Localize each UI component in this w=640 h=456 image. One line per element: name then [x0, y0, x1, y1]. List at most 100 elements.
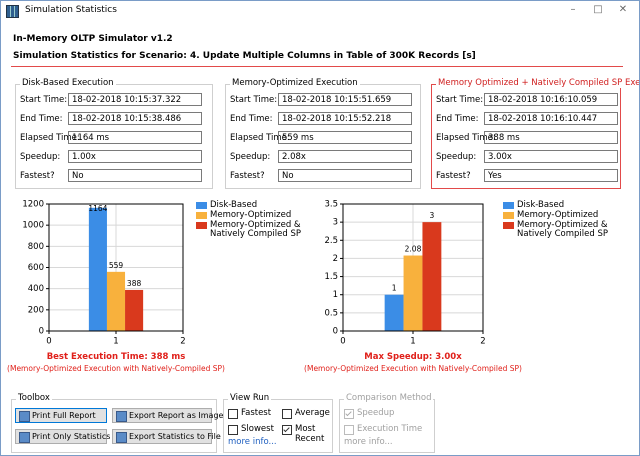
field-label: Start Time: — [20, 95, 68, 105]
legend-label: Disk-Based — [517, 200, 565, 210]
group-title: View Run — [228, 393, 272, 403]
bar — [106, 271, 126, 331]
button[interactable]: Export Statistics to File — [112, 429, 221, 444]
maximize-button[interactable]: □ — [593, 4, 603, 15]
legend-swatch — [196, 212, 207, 219]
y-tick-label: 2 — [333, 254, 338, 264]
checkbox[interactable] — [228, 409, 238, 419]
legend: Disk-Based Memory-Optimized Memory-Optimiz… — [196, 201, 311, 240]
legend: Disk-Based Memory-Optimized Memory-Optimiz… — [503, 201, 618, 240]
data-label: 388 — [127, 279, 142, 288]
field-value: 559 ms — [278, 131, 412, 144]
checkbox-label: Fastest — [241, 408, 272, 418]
field-label: Speedup: — [230, 152, 271, 162]
chart-caption-note: (Memory-Optimized Execution with Nativel… — [304, 364, 522, 373]
x-tick-label: 2 — [480, 337, 485, 347]
checkbox — [344, 409, 354, 419]
checkbox[interactable] — [228, 425, 238, 435]
checkbox[interactable] — [282, 425, 292, 435]
checkbox — [344, 425, 354, 435]
field-value: No — [68, 169, 202, 182]
window-title: Simulation Statistics — [25, 5, 117, 15]
field-label: Speedup: — [436, 152, 477, 162]
execution-group: Memory-Optimized Execution Start Time: 18-… — [225, 78, 421, 189]
toolbox-group: Toolbox Print Full Report Export Report … — [11, 393, 223, 453]
button-label: Print Only Statistics — [32, 432, 111, 441]
y-tick-label: 2.5 — [324, 236, 338, 246]
field-value: 388 ms — [484, 131, 618, 144]
field-label: Start Time: — [436, 95, 484, 105]
minimize-button[interactable]: – — [570, 4, 576, 15]
group-title: Memory Optimized + Natively Compiled SP … — [436, 78, 639, 88]
field-value: 1.00x — [68, 150, 202, 163]
x-tick-label: 1 — [113, 337, 118, 347]
field-value: 2.08x — [278, 150, 412, 163]
divider — [11, 66, 623, 67]
y-tick-label: 400 — [28, 284, 44, 294]
plot-frame — [342, 203, 484, 332]
field-label: Start Time: — [230, 95, 278, 105]
app-header: In-Memory OLTP Simulator v1.2 — [13, 34, 173, 44]
legend-label: Memory-Optimized — [210, 210, 292, 220]
y-tick-label: 600 — [28, 263, 44, 273]
chart: 0 0.5 1 1.5 2 2.5 3 3.5 0 1 2 1 2.08 3 — [324, 200, 485, 347]
legend-entry: Disk-Based — [503, 201, 618, 210]
legend-entry: Memory-Optimized — [196, 211, 311, 220]
checkbox[interactable] — [282, 409, 292, 419]
field-value: 18-02-2018 10:15:52.218 — [278, 112, 412, 125]
bar — [403, 255, 423, 331]
field-label: End Time: — [20, 114, 63, 124]
button[interactable]: Export Report as Image — [112, 408, 223, 423]
link[interactable]: more info... — [228, 437, 277, 447]
bar — [125, 289, 144, 331]
legend-swatch — [196, 222, 207, 229]
field-value: 18-02-2018 10:15:51.659 — [278, 93, 412, 106]
y-tick-label: 0 — [333, 327, 338, 337]
y-tick-label: 1000 — [22, 221, 44, 231]
title-bar: Simulation Statistics – □ ✕ — [1, 1, 639, 21]
button[interactable]: Print Only Statistics — [15, 429, 111, 444]
button-label: Print Full Report — [32, 411, 96, 420]
legend-entry: Disk-Based — [196, 201, 311, 210]
y-tick-label: 0.5 — [324, 308, 338, 318]
checkbox-label: Execution Time — [357, 424, 423, 434]
bar — [88, 207, 107, 331]
button[interactable]: Print Full Report — [15, 408, 107, 423]
field-value: 18-02-2018 10:15:38.486 — [68, 112, 202, 125]
checkbox-label: Most Recent — [295, 424, 325, 444]
y-tick-label: 0 — [39, 327, 44, 337]
plot-frame — [48, 203, 184, 332]
x-tick-label: 0 — [340, 337, 345, 347]
scenario-header: Simulation Statistics for Scenario: 4. U… — [13, 51, 476, 61]
field-label: Fastest? — [20, 171, 55, 181]
group-title: Toolbox — [16, 393, 52, 403]
group-title: Memory-Optimized Execution — [230, 78, 360, 88]
field-label: Speedup: — [20, 152, 61, 162]
close-button[interactable]: ✕ — [618, 4, 628, 15]
field-value: 18-02-2018 10:15:37.322 — [68, 93, 202, 106]
field-label: Elapsed Time: — [20, 133, 80, 143]
x-tick-label: 0 — [46, 337, 51, 347]
field-label: End Time: — [436, 114, 479, 124]
group-title: Disk-Based Execution — [20, 78, 116, 88]
data-label: 1 — [392, 284, 397, 293]
y-tick-label: 1200 — [22, 200, 44, 210]
legend-swatch — [503, 202, 514, 209]
field-value: 18-02-2018 10:16:10.059 — [484, 93, 618, 106]
view-run-group: View Run Fastest Average Slowest Most Recen… — [223, 393, 333, 453]
x-tick-label: 2 — [180, 337, 185, 347]
data-label: 3 — [430, 211, 435, 220]
legend-label: Memory-Optimized & Natively Compiled SP — [517, 220, 608, 239]
data-label: 1164 — [88, 204, 107, 213]
checkbox-label: Average — [295, 408, 330, 418]
chart-caption: Best Execution Time: 388 ms — [46, 352, 186, 362]
app-icon — [6, 5, 19, 18]
group-title: Comparison Method — [344, 393, 434, 403]
field-label: Fastest? — [230, 171, 265, 181]
legend-entry: Memory-Optimized & Natively Compiled SP — [503, 221, 618, 239]
legend-label: Memory-Optimized — [517, 210, 599, 220]
legend-label: Disk-Based — [210, 200, 258, 210]
link: more info... — [344, 437, 393, 447]
y-tick-label: 3 — [333, 218, 338, 228]
